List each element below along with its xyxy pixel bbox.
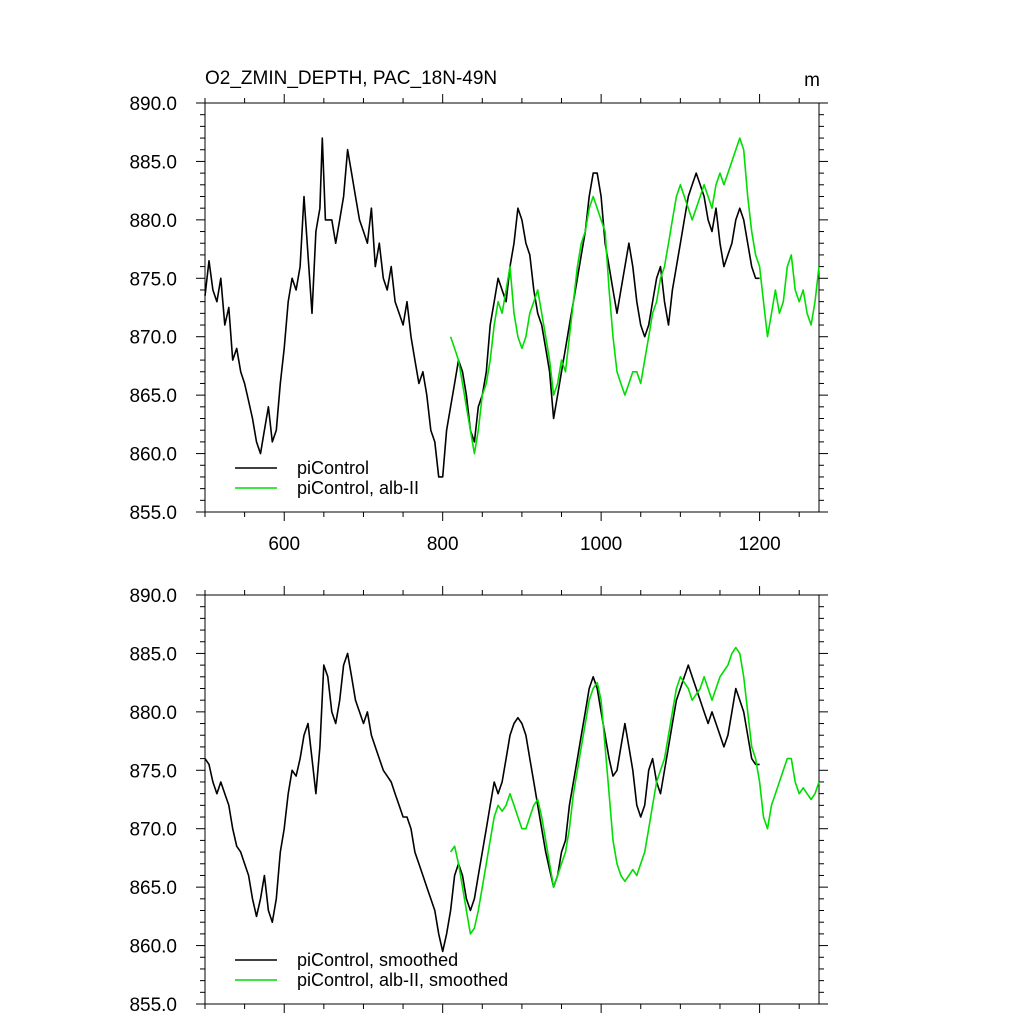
y-tick-label: 880.0	[129, 211, 177, 232]
bottom-panel: 890.0 885.0 880.0 875.0 870.0 865.0 860.0 855.0…	[129, 586, 828, 1016]
y-tick-label: 885.0	[129, 644, 177, 665]
legend-label: piControl, alb-II, smoothed	[297, 970, 508, 990]
chart-title: O2_ZMIN_DEPTH, PAC_18N-49N	[205, 68, 497, 89]
tick-group-bottom: 890.0 885.0 880.0 875.0 870.0 865.0 860.0 855.0	[129, 586, 828, 1016]
legend-label: piControl, smoothed	[297, 950, 458, 970]
y-tick-label: 855.0	[129, 503, 177, 524]
x-tick-label: 1200	[738, 534, 780, 555]
lines-top	[204, 137, 820, 478]
y-tick-label: 875.0	[129, 269, 177, 290]
y-tick-label: 870.0	[129, 328, 177, 349]
y-tick-label: 870.0	[129, 820, 177, 841]
y-tick-label: 890.0	[129, 586, 177, 607]
legend-label: piControl, alb-II	[297, 478, 419, 498]
legend-label: piControl	[297, 458, 369, 478]
y-tick-label: 865.0	[129, 386, 177, 407]
plot-frame-bottom	[204, 594, 820, 1005]
y-tick-label: 860.0	[129, 445, 177, 466]
top-panel: O2_ZMIN_DEPTH, PAC_18N-49N m 890.0885.08…	[129, 68, 828, 555]
x-tick-label: 1000	[580, 534, 622, 555]
y-tick-label: 860.0	[129, 937, 177, 958]
x-tick-label: 800	[427, 534, 459, 555]
series-line-1	[449, 137, 820, 455]
x-tick-label: 600	[268, 534, 300, 555]
lines-bottom	[204, 646, 820, 953]
y-tick-label: 890.0	[129, 94, 177, 115]
units-label: m	[804, 70, 820, 91]
y-tick-label: 875.0	[129, 761, 177, 782]
series-line-0	[204, 652, 760, 953]
y-tick-label: 880.0	[129, 703, 177, 724]
y-tick-label: 865.0	[129, 878, 177, 899]
series-line-0	[204, 137, 760, 478]
series-line-1	[449, 646, 820, 935]
tick-group-top: 890.0 885.0 880.0 875.0 870.0 865.0 860.0 855.0…	[129, 94, 828, 555]
y-tick-label: 885.0	[129, 152, 177, 173]
y-tick-label: 855.0	[129, 995, 177, 1016]
plot-frame-top	[204, 102, 820, 513]
